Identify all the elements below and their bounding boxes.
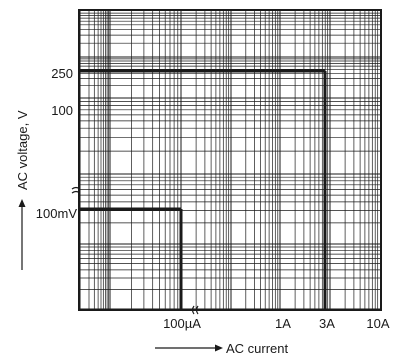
x-axis-label: AC current: [226, 341, 289, 356]
x-tick-label-3a: 3A: [319, 316, 335, 331]
y-axis-break-mark: [71, 186, 81, 194]
plot-frame: [78, 9, 382, 311]
y-tick-label-100: 100: [51, 103, 73, 118]
series-lines: [80, 69, 327, 309]
y-axis-label: AC voltage, V: [15, 110, 30, 190]
y-tick-label-100mv: 100mV: [36, 206, 78, 221]
grid: [79, 11, 380, 310]
x-axis-break-mark: [191, 305, 199, 315]
y-axis-title: AC voltage, V: [15, 110, 30, 270]
x-tick-label-1a: 1A: [275, 316, 291, 331]
x-tick-label-100ua: 100µA: [163, 316, 201, 331]
y-tick-label-250: 250: [51, 66, 73, 81]
x-axis-title: AC current: [155, 341, 289, 356]
x-tick-label-10a: 10A: [366, 316, 389, 331]
